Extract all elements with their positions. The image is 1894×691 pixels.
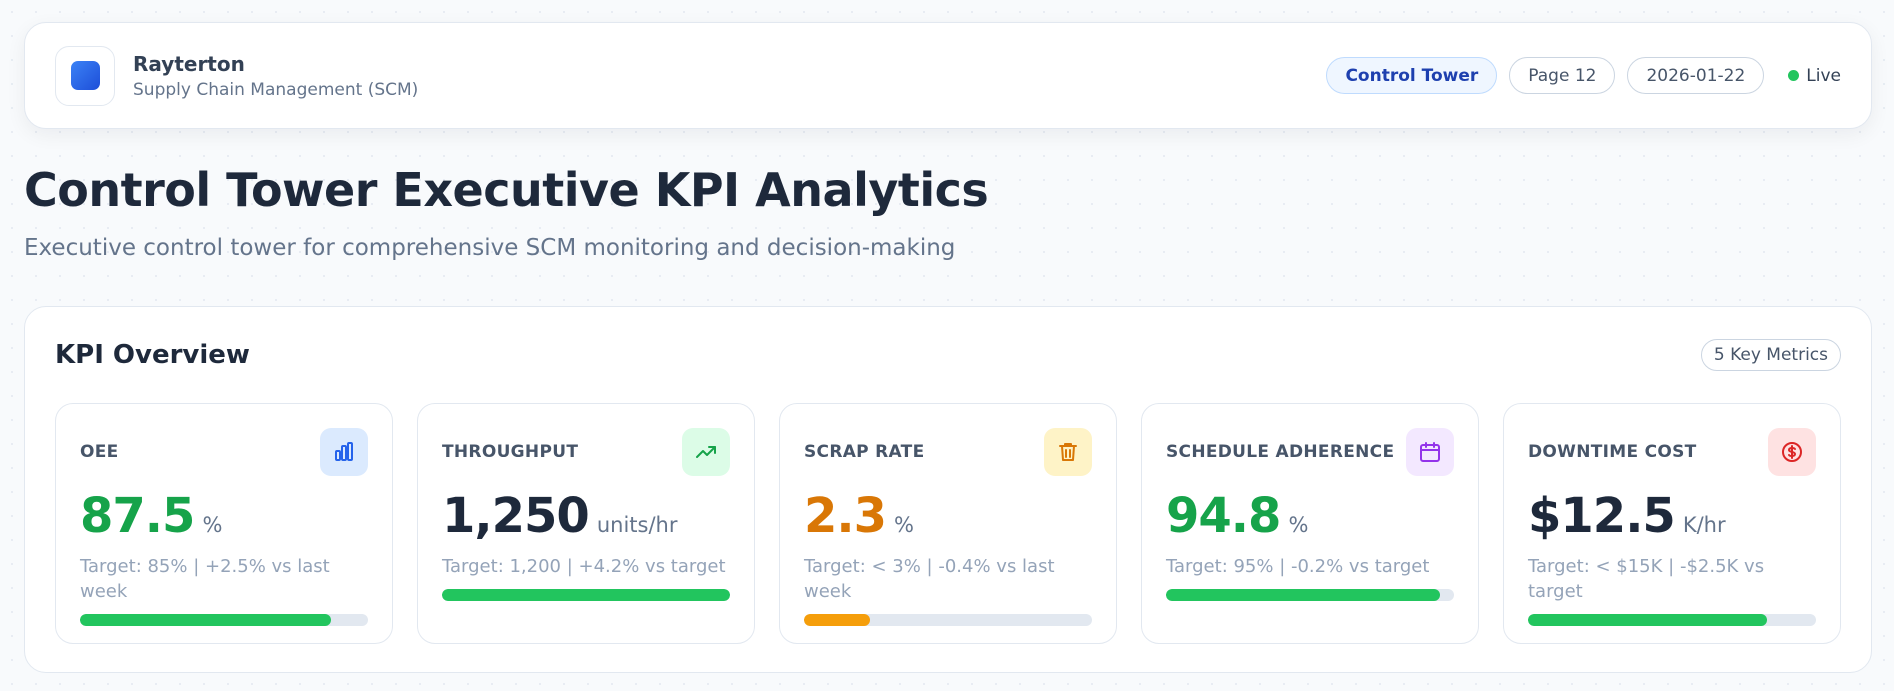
card-icon bbox=[1768, 428, 1816, 476]
panel-title: KPI Overview bbox=[55, 340, 250, 370]
status: Live bbox=[1788, 66, 1841, 86]
panel-head: KPI Overview 5 Key Metrics bbox=[55, 307, 1841, 403]
card-unit: % bbox=[894, 513, 914, 537]
tag[interactable]: 2026-01-22 bbox=[1627, 57, 1765, 94]
card-value: 94.8 bbox=[1166, 488, 1281, 544]
progress-track bbox=[804, 614, 1092, 626]
progress-fill bbox=[804, 614, 871, 626]
card-label: SCRAP RATE bbox=[804, 442, 925, 462]
kpi-cards: OEE 87.5% Target: 85% | +2.5% vs last week… bbox=[55, 403, 1841, 644]
card-icon bbox=[320, 428, 368, 476]
progress-track bbox=[1528, 614, 1816, 626]
kpi-card: THROUGHPUT 1,250 units/hr Target: 1,200 | +… bbox=[417, 403, 755, 644]
kpi-card: OEE 87.5% Target: 85% | +2.5% vs last week bbox=[55, 403, 393, 644]
value-row: 2.3% bbox=[804, 488, 1092, 544]
icon-glyph bbox=[1420, 442, 1440, 462]
badge: 5 Key Metrics bbox=[1700, 339, 1841, 371]
card-top: THROUGHPUT bbox=[442, 428, 730, 476]
progress-track bbox=[442, 589, 730, 601]
page-subtitle: Executive control tower for comprehensiv… bbox=[24, 235, 956, 261]
progress-track bbox=[1166, 589, 1454, 601]
value-row: 94.8% bbox=[1166, 488, 1454, 544]
icon-glyph bbox=[1059, 443, 1077, 461]
status-text: Live bbox=[1806, 65, 1841, 86]
card-icon bbox=[682, 428, 730, 476]
value-row: 1,250 units/hr bbox=[442, 488, 730, 544]
card-value: 1,250 bbox=[442, 488, 590, 544]
icon-glyph bbox=[696, 446, 716, 458]
card-note: Target: 85% | +2.5% vs last week bbox=[80, 556, 330, 602]
icon-glyph bbox=[335, 442, 353, 461]
tag[interactable]: Control Tower bbox=[1326, 57, 1498, 94]
value-row: $12.5 K/hr bbox=[1528, 488, 1816, 544]
card-top: SCRAP RATE bbox=[804, 428, 1092, 476]
card-top: OEE bbox=[80, 428, 368, 476]
kpi-card: SCHEDULE ADHERENCE 94.8% Target: 95% | -0.… bbox=[1141, 403, 1479, 644]
card-unit: units/hr bbox=[596, 513, 678, 537]
kpi-card: DOWNTIME COST $12.5 K/hr Target: < $15K | -… bbox=[1503, 403, 1841, 644]
card-label: THROUGHPUT bbox=[442, 442, 579, 462]
header-tags: Control Tower Page 12 2026-01-22 Live bbox=[1326, 57, 1841, 94]
kpi-panel: KPI Overview 5 Key Metrics OEE 87.5% Targe… bbox=[24, 306, 1872, 673]
header: Rayterton Supply Chain Management (SCM) … bbox=[24, 22, 1872, 129]
card-unit: K/hr bbox=[1682, 513, 1726, 537]
card-unit: % bbox=[1288, 513, 1309, 537]
card-value: 2.3 bbox=[804, 488, 887, 544]
card-value: 87.5 bbox=[80, 488, 195, 544]
card-note: Target: 95% | -0.2% vs target bbox=[1166, 556, 1430, 577]
icon-glyph bbox=[1782, 442, 1802, 462]
card-label: SCHEDULE ADHERENCE bbox=[1166, 442, 1395, 462]
card-note: Target: < 3% | -0.4% vs last week bbox=[804, 556, 1055, 602]
card-note: Target: 1,200 | +4.2% vs target bbox=[442, 556, 726, 577]
card-note: Target: < $15K | -$2.5K vs target bbox=[1528, 556, 1765, 602]
progress-fill bbox=[1166, 589, 1440, 601]
card-top: DOWNTIME COST bbox=[1528, 428, 1816, 476]
card-top: SCHEDULE ADHERENCE bbox=[1166, 428, 1454, 476]
progress-fill bbox=[442, 589, 730, 601]
card-label: OEE bbox=[80, 442, 119, 462]
progress-track bbox=[80, 614, 368, 626]
card-label: DOWNTIME COST bbox=[1528, 442, 1697, 462]
logo bbox=[55, 45, 115, 106]
page-title: Control Tower Executive KPI Analytics bbox=[24, 163, 989, 217]
brand-subtitle: Supply Chain Management (SCM) bbox=[133, 79, 419, 100]
card-unit: % bbox=[202, 513, 223, 537]
tag[interactable]: Page 12 bbox=[1509, 57, 1616, 94]
value-row: 87.5% bbox=[80, 488, 368, 544]
progress-fill bbox=[1528, 614, 1768, 626]
kpi-card: SCRAP RATE 2.3% Target: < 3% | -0.4% vs la… bbox=[779, 403, 1117, 644]
brand-block: Rayterton Supply Chain Management (SCM) bbox=[133, 52, 418, 100]
card-icon bbox=[1406, 428, 1454, 476]
brand: Rayterton bbox=[133, 51, 245, 76]
progress-fill bbox=[80, 614, 331, 626]
card-icon bbox=[1044, 428, 1092, 476]
card-value: $12.5 bbox=[1528, 488, 1676, 544]
